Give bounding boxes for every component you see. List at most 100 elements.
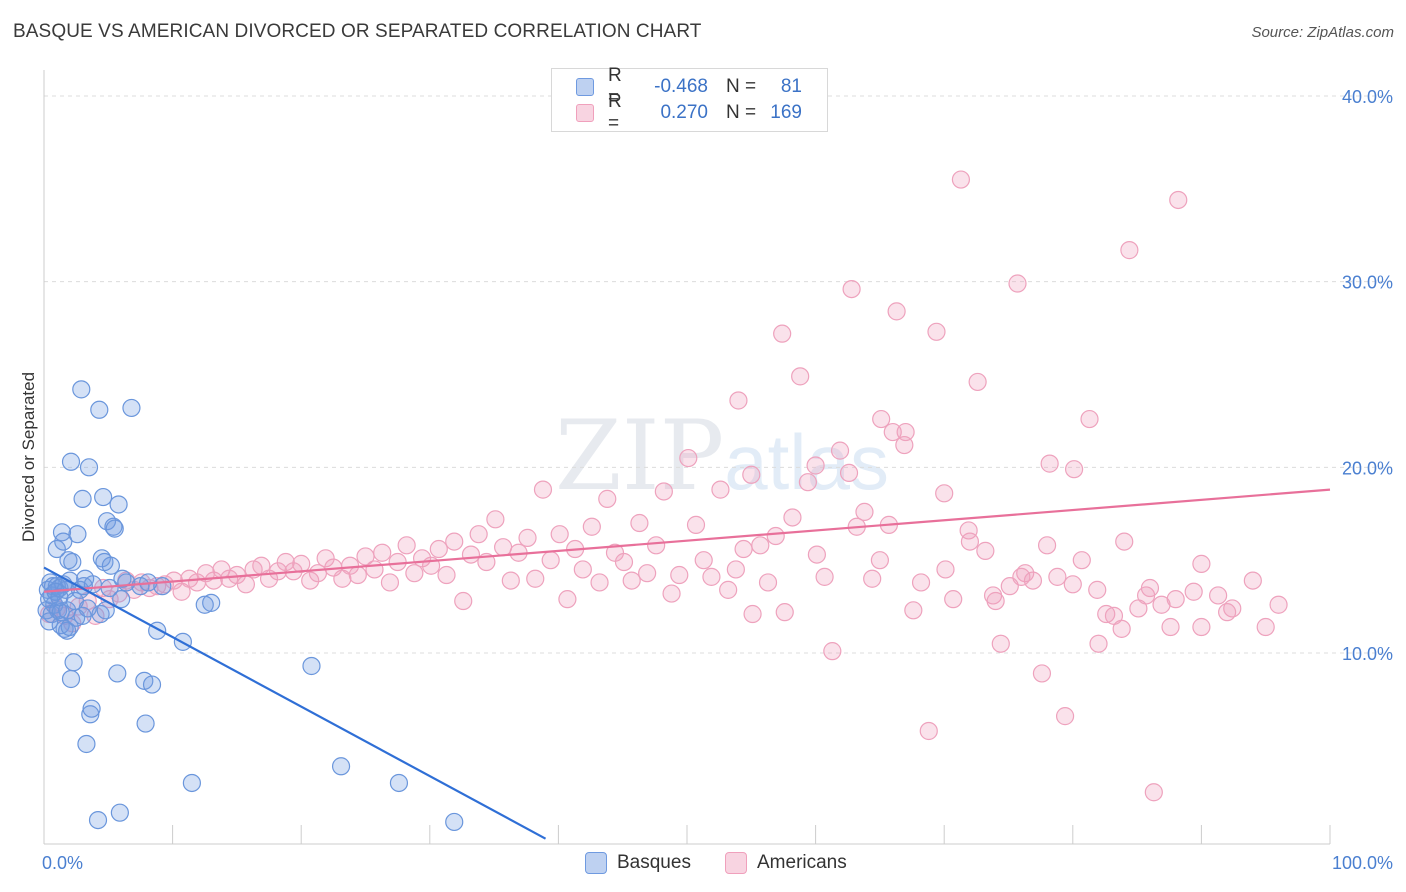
x-tick-label: 0.0%	[42, 853, 83, 873]
axes	[43, 70, 1331, 845]
american-point	[1055, 707, 1075, 726]
axis-labels: 10.0% 20.0% 30.0% 40.0% 0.0% 100.0% Divorced o…	[19, 87, 1393, 873]
american-point	[1089, 634, 1108, 653]
basque-point	[110, 803, 129, 822]
y-tick-label: 20.0%	[1342, 458, 1393, 478]
american-point	[1040, 454, 1059, 473]
american-point	[863, 569, 882, 588]
watermark: ZIPatlas	[555, 400, 889, 512]
basque-point	[82, 699, 101, 718]
american-point	[1166, 590, 1185, 609]
american-point	[823, 642, 842, 661]
basque-point	[40, 612, 59, 631]
american-point	[533, 480, 553, 499]
american-point	[1161, 617, 1180, 637]
american-point	[773, 324, 792, 343]
american-point	[598, 489, 617, 508]
american-point	[1064, 460, 1084, 479]
american-point	[486, 510, 505, 529]
american-point	[461, 545, 481, 564]
y-tick-label: 10.0%	[1342, 644, 1393, 664]
american-point	[743, 604, 762, 624]
basques-legend-label: Basques	[617, 852, 691, 873]
legend-n-label: N =	[726, 76, 757, 97]
basque-point	[445, 812, 464, 832]
american-point	[614, 552, 634, 572]
american-point	[388, 552, 407, 572]
basque-point	[331, 757, 351, 776]
american-point	[380, 573, 400, 592]
basque-point	[202, 593, 221, 612]
american-point	[1192, 617, 1211, 637]
americans-trend-line	[43, 488, 1331, 593]
basques-trend-line	[43, 566, 547, 840]
basque-point	[142, 675, 162, 694]
legend-row-americans: R = 0.270 N = 169	[576, 91, 802, 134]
american-point	[373, 543, 392, 562]
basque-point	[47, 539, 66, 559]
basque-point	[136, 714, 155, 733]
y-axis-label: Divorced or Separated	[19, 372, 38, 542]
american-point	[647, 536, 666, 555]
american-point	[429, 539, 448, 559]
american-point	[960, 532, 980, 551]
american-point	[734, 539, 753, 559]
american-point	[911, 573, 931, 592]
american-point	[630, 513, 649, 533]
american-point	[622, 571, 641, 590]
american-point	[798, 473, 817, 492]
basque-point	[112, 590, 131, 609]
american-point	[494, 538, 513, 557]
basque-point	[73, 489, 92, 508]
american-point	[719, 580, 738, 599]
american-point	[1012, 567, 1031, 586]
american-point	[951, 170, 971, 189]
american-point	[976, 541, 995, 560]
basque-point	[79, 458, 99, 477]
american-point	[670, 565, 689, 585]
american-point	[968, 372, 987, 392]
american-point	[1192, 554, 1211, 573]
american-point	[729, 391, 748, 410]
basque-point	[68, 525, 87, 544]
american-point	[469, 525, 488, 544]
american-point	[1048, 567, 1067, 586]
american-point	[654, 482, 673, 501]
basque-point	[108, 664, 127, 683]
american-point	[1115, 532, 1134, 551]
correlation-legend: R = -0.468 N = 81 R = 0.270 N = 169	[551, 65, 828, 134]
american-point	[397, 536, 416, 555]
basque-point	[101, 556, 120, 575]
american-point	[454, 591, 473, 611]
basque-point	[81, 705, 100, 724]
basque-point	[72, 380, 91, 399]
american-point	[711, 480, 730, 499]
american-point	[895, 435, 914, 455]
american-point	[526, 569, 545, 588]
basque-point	[153, 577, 172, 596]
legend-item-basques: Basques	[585, 852, 691, 874]
basque-point	[105, 519, 124, 538]
basque-point	[60, 617, 79, 637]
american-point	[686, 515, 706, 534]
american-point	[944, 590, 963, 609]
trend-lines	[43, 488, 1331, 840]
basque-point	[302, 656, 321, 676]
y-tick-label: 30.0%	[1342, 273, 1393, 293]
legend-row-basques: R = -0.468 N = 81	[576, 65, 802, 108]
legend-n-value: 81	[780, 76, 802, 97]
basque-point	[54, 532, 73, 551]
americans-points	[40, 170, 1288, 802]
american-point	[935, 484, 954, 503]
american-point	[501, 571, 520, 590]
american-point	[1032, 664, 1052, 683]
american-point	[887, 302, 906, 321]
american-point	[582, 517, 601, 536]
american-point	[1144, 783, 1163, 802]
series-legend: Basques Americans	[0, 852, 1406, 878]
american-point	[807, 545, 826, 564]
basque-point	[109, 495, 128, 514]
basque-point	[122, 398, 141, 418]
american-point	[775, 603, 794, 622]
